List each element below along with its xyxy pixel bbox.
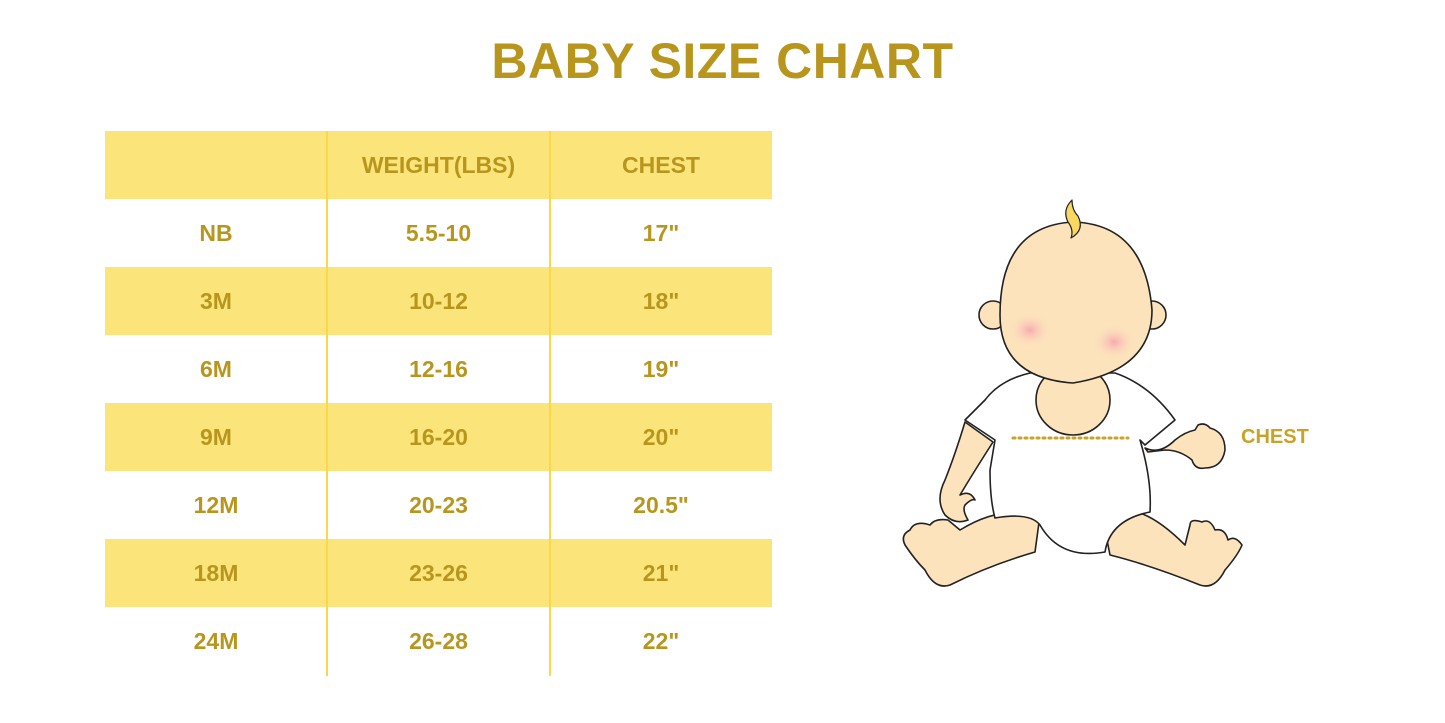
weight-cell: 5.5-10 bbox=[405, 219, 472, 246]
size-cell: 3M bbox=[200, 287, 232, 314]
weight-cell: 26-28 bbox=[409, 627, 468, 654]
left-leg bbox=[902, 511, 1041, 587]
right-arm bbox=[1144, 423, 1226, 470]
table-row: 12M 20-23 20.5" bbox=[105, 471, 772, 539]
column-divider bbox=[326, 131, 328, 676]
table-row: 18M 23-26 21" bbox=[105, 539, 772, 607]
header-cell: WEIGHT(LBS) bbox=[361, 151, 516, 178]
chest-cell: 17" bbox=[642, 219, 680, 246]
weight-cell: 23-26 bbox=[409, 559, 468, 586]
header-cell: CHEST bbox=[622, 151, 700, 178]
chest-cell: 20" bbox=[642, 423, 680, 450]
page-title: BABY SIZE CHART bbox=[491, 33, 954, 89]
column-divider bbox=[549, 131, 551, 676]
table-row: NB 5.5-10 17" bbox=[105, 199, 772, 267]
size-cell: 6M bbox=[200, 355, 232, 382]
shirt bbox=[964, 372, 1176, 555]
size-cell: 24M bbox=[193, 627, 239, 654]
table-row: 24M 26-28 22" bbox=[105, 607, 772, 675]
right-cheek bbox=[1092, 324, 1136, 360]
table-row: 3M 10-12 18" bbox=[105, 267, 772, 335]
weight-cell: 10-12 bbox=[409, 287, 468, 314]
weight-cell: 16-20 bbox=[409, 423, 468, 450]
chest-cell: 21" bbox=[642, 559, 680, 586]
chest-cell: 22" bbox=[642, 627, 680, 654]
chest-label: CHEST bbox=[1241, 426, 1309, 448]
size-cell: NB bbox=[199, 219, 233, 246]
table-row: 9M 16-20 20" bbox=[105, 403, 772, 471]
size-cell: 9M bbox=[200, 423, 232, 450]
left-cheek bbox=[1008, 312, 1052, 348]
head bbox=[999, 221, 1153, 384]
table-row: 6M 12-16 19" bbox=[105, 335, 772, 403]
left-arm bbox=[939, 421, 994, 523]
weight-cell: 20-23 bbox=[409, 491, 468, 518]
right-leg bbox=[1104, 511, 1243, 587]
hair-curl bbox=[1065, 199, 1081, 239]
chest-cell: 19" bbox=[642, 355, 680, 382]
size-cell: 12M bbox=[193, 491, 239, 518]
chest-cell: 20.5" bbox=[633, 491, 689, 518]
table-header-row: WEIGHT(LBS) CHEST bbox=[105, 131, 772, 199]
size-cell: 18M bbox=[193, 559, 239, 586]
size-table: WEIGHT(LBS) CHEST NB 5.5-10 17" 3M 10-12… bbox=[105, 131, 772, 675]
weight-cell: 12-16 bbox=[409, 355, 468, 382]
chest-cell: 18" bbox=[642, 287, 680, 314]
